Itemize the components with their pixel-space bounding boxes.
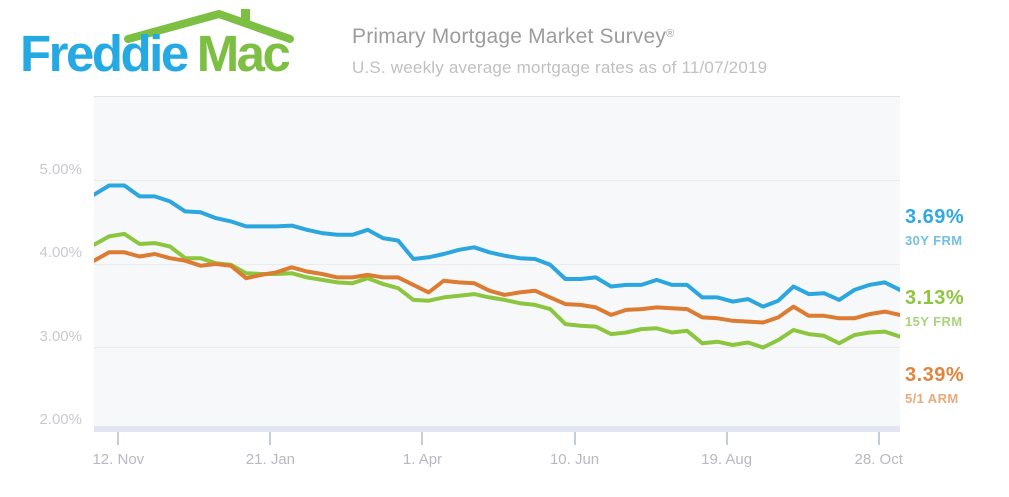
legend-value-15y-frm: 3.13% [905, 287, 965, 309]
x-axis-label: 10. Jun [549, 451, 600, 468]
legend-entry-5-1-arm: 3.39% 5/1 ARM [905, 364, 1005, 406]
legend-label-5-1-arm: 5/1 ARM [905, 391, 959, 406]
series-line-5-1-arm [94, 250, 900, 325]
x-axis-tick [421, 432, 424, 445]
logo-text-mac: Mac [196, 25, 291, 82]
y-axis-label: 5.00% [39, 160, 82, 178]
series-line-15y-frm [94, 231, 900, 350]
series-lines [94, 183, 900, 350]
x-axis-tick [573, 432, 576, 445]
legend-entry-30y-frm: 3.69% 30Y FRM [905, 206, 1005, 248]
gridline-3pct [94, 347, 900, 348]
page-subtitle: U.S. weekly average mortgage rates as of… [352, 58, 768, 77]
logo-roof-icon [124, 9, 294, 43]
x-axis-label: 28. Oct [854, 451, 903, 468]
logo-text-freddie: Freddie [20, 25, 189, 82]
gridline-4pct [94, 264, 900, 265]
x-axis-tick [725, 432, 728, 445]
legend-entry-15y-frm: 3.13% 15Y FRM [905, 287, 1005, 329]
gridline-5pct [94, 180, 900, 181]
y-axis-label: 2.00% [39, 411, 82, 428]
legend-value-30y-frm: 3.69% [905, 206, 965, 228]
x-axis-tick [877, 432, 880, 445]
registered-trademark: ® [666, 28, 675, 40]
x-axis-line [94, 426, 900, 432]
x-axis-label: 19. Aug [701, 451, 753, 468]
legend-label-15y-frm: 15Y FRM [905, 314, 963, 329]
legend-value-5-1-arm: 3.39% [905, 364, 965, 386]
x-axis-label: 1. Apr [402, 451, 443, 468]
series-line-30y-frm [94, 183, 900, 309]
y-axis-label: 4.00% [39, 244, 82, 261]
page-title: Primary Mortgage Market Survey® [352, 25, 767, 49]
x-axis-label: 12. Nov [92, 451, 145, 468]
legend-label-30y-frm: 30Y FRM [905, 233, 963, 248]
chart-plot-area [94, 96, 900, 431]
header-title-block: Primary Mortgage Market Survey® U.S. wee… [352, 25, 767, 78]
x-axis-tick [117, 432, 120, 445]
x-axis-tick [269, 432, 272, 445]
freddie-mac-logo: Freddie Mac [20, 25, 291, 82]
x-axis-label: 21. Jan [245, 451, 296, 468]
y-axis-label: 3.00% [39, 327, 82, 345]
page-title-text: Primary Mortgage Market Survey [352, 25, 667, 48]
